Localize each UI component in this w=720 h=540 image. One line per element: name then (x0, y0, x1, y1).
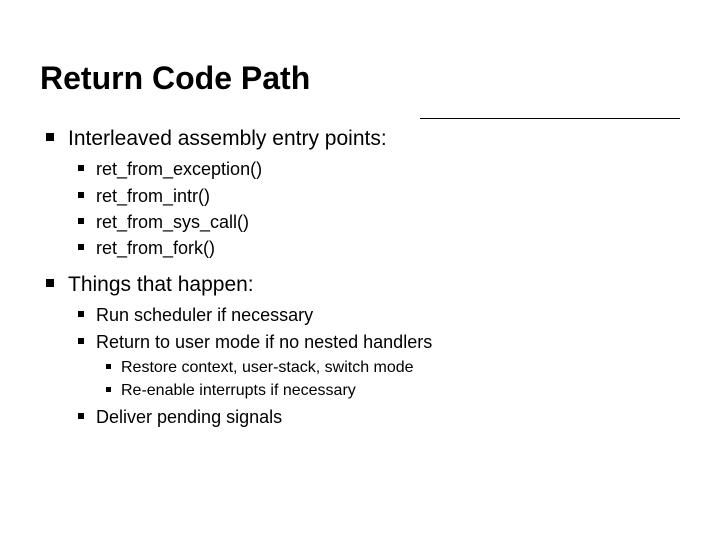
list-item-text: ret_from_sys_call() (96, 211, 249, 234)
list-item-text: Deliver pending signals (96, 406, 282, 429)
bullet-icon (78, 244, 84, 250)
list-item: ret_from_intr() (78, 185, 680, 208)
bullet-list-level1: Interleaved assembly entry points: ret_f… (46, 125, 680, 429)
bullet-list-level2: Run scheduler if necessary Return to use… (78, 304, 680, 429)
slide: Return Code Path Interleaved assembly en… (0, 0, 720, 540)
list-item: ret_from_exception() (78, 158, 680, 181)
list-item-text: Things that happen: (68, 271, 254, 298)
bullet-icon (106, 387, 111, 392)
list-item: Re-enable interrupts if necessary (106, 381, 680, 402)
bullet-icon (78, 218, 84, 224)
bullet-icon (78, 413, 84, 419)
list-item-text: ret_from_intr() (96, 185, 210, 208)
list-item: Run scheduler if necessary (78, 304, 680, 327)
bullet-icon (78, 311, 84, 317)
list-item-text: Run scheduler if necessary (96, 304, 313, 327)
bullet-icon (78, 192, 84, 198)
bullet-icon (106, 364, 111, 369)
list-item-text: ret_from_fork() (96, 237, 215, 260)
bullet-list-level3: Restore context, user-stack, switch mode… (106, 358, 680, 402)
list-item-text: Return to user mode if no nested handler… (96, 331, 432, 354)
list-item: Things that happen: Run scheduler if nec… (46, 271, 680, 429)
page-title: Return Code Path (40, 60, 680, 97)
list-item-text: ret_from_exception() (96, 158, 262, 181)
list-item: Restore context, user-stack, switch mode (106, 358, 680, 379)
list-item: ret_from_fork() (78, 237, 680, 260)
list-item-text: Restore context, user-stack, switch mode (121, 358, 414, 379)
list-item: Deliver pending signals (78, 406, 680, 429)
list-item: Interleaved assembly entry points: ret_f… (46, 125, 680, 261)
bullet-icon (78, 165, 84, 171)
list-item: Return to user mode if no nested handler… (78, 331, 680, 402)
bullet-icon (46, 133, 54, 141)
list-item: ret_from_sys_call() (78, 211, 680, 234)
bullet-list-level2: ret_from_exception() ret_from_intr() ret… (78, 158, 680, 261)
list-item-text: Interleaved assembly entry points: (68, 125, 387, 152)
list-item-text: Re-enable interrupts if necessary (121, 381, 356, 402)
bullet-icon (78, 338, 84, 344)
bullet-icon (46, 279, 54, 287)
title-rule (420, 118, 680, 119)
